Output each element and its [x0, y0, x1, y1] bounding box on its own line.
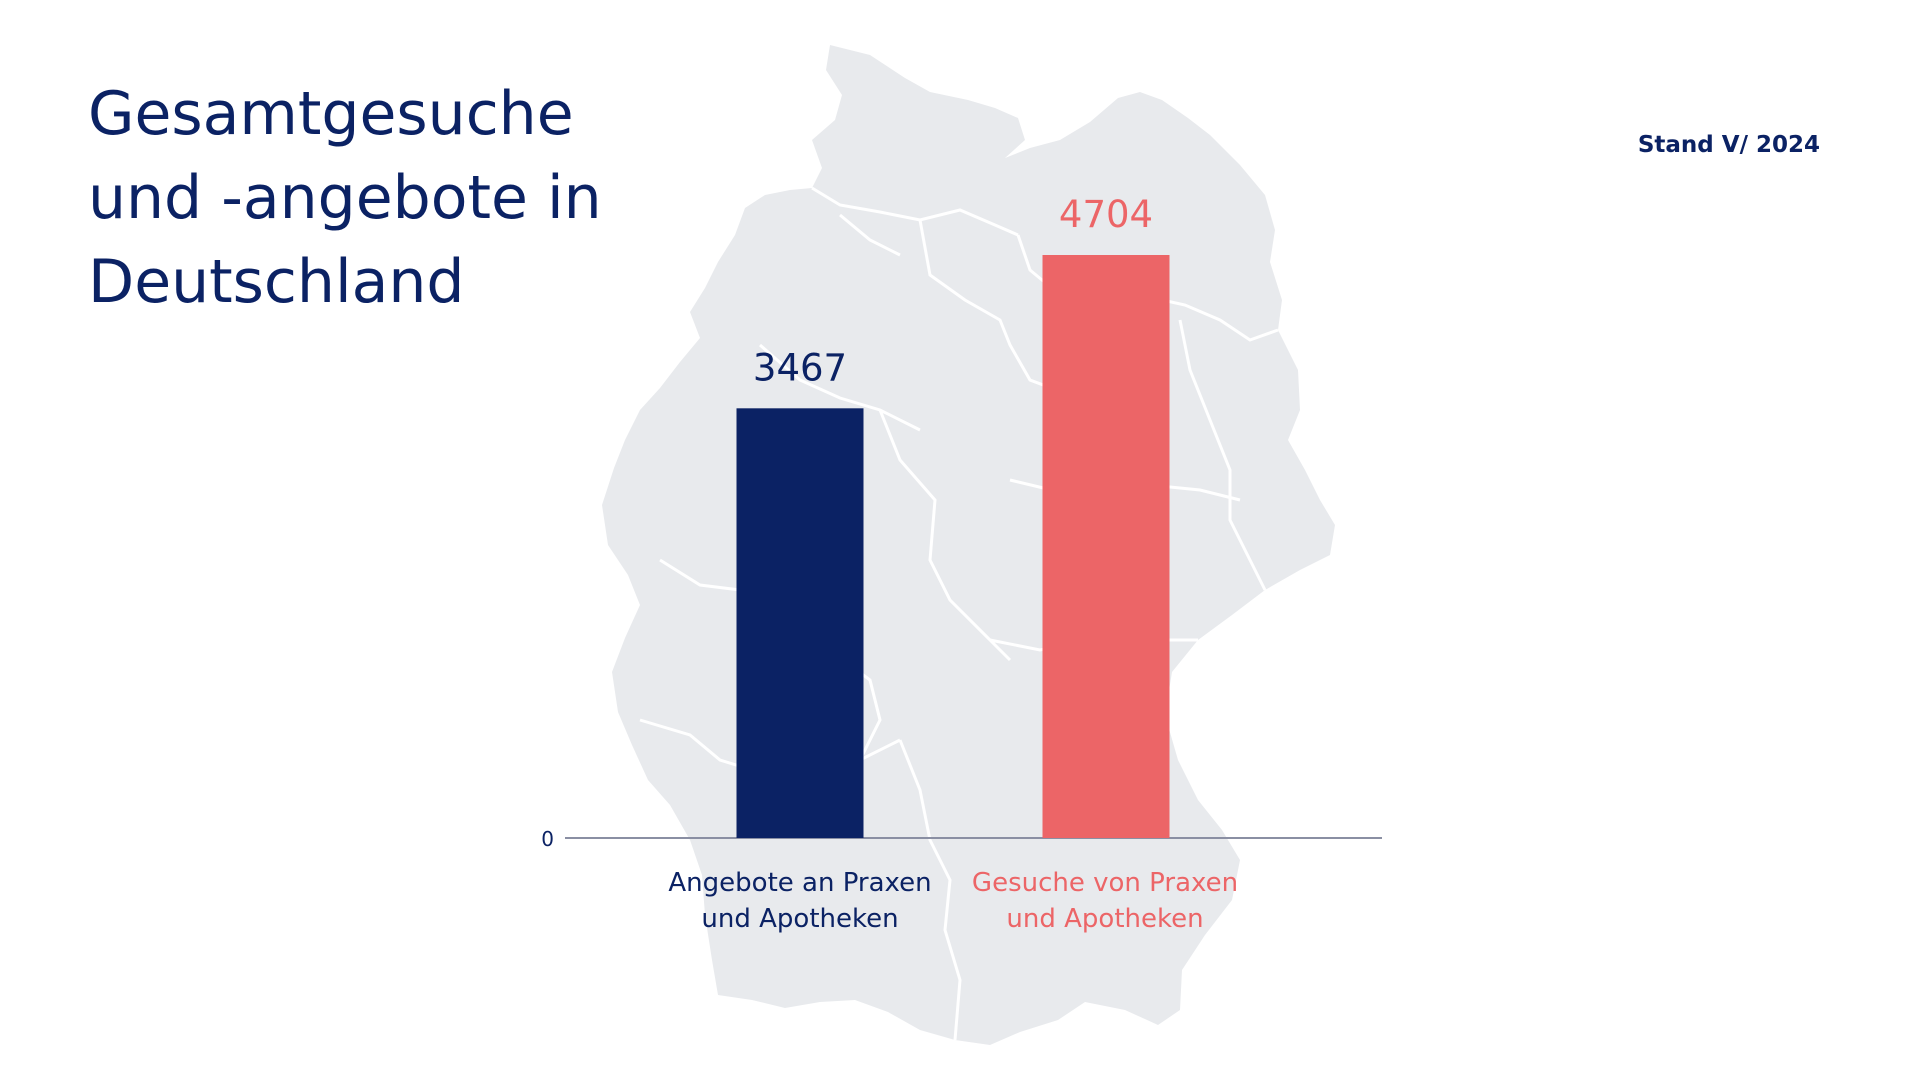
- category-label-gesuche: Gesuche von Praxen und Apotheken: [945, 865, 1265, 937]
- category-label-line: Gesuche von Praxen: [971, 868, 1239, 898]
- bar-angebote: [736, 408, 864, 838]
- category-label-line: und Apotheken: [701, 904, 899, 934]
- title-line-3: Deutschland: [88, 247, 465, 317]
- title-line-1: Gesamtgesuche: [88, 79, 574, 149]
- title-line-2: und -angebote in: [88, 163, 602, 233]
- stand-date: Stand V/ 2024: [1637, 132, 1820, 158]
- page-title: Gesamtgesuche und -angebote in Deutschla…: [88, 72, 648, 324]
- value-label-angebote: 3467: [753, 346, 847, 389]
- y-tick-label-0: 0: [541, 827, 554, 851]
- category-label-line: und Apotheken: [1006, 904, 1204, 934]
- category-label-angebote: Angebote an Praxen und Apotheken: [640, 865, 960, 937]
- bar-gesuche: [1042, 255, 1170, 838]
- category-label-line: Angebote an Praxen: [668, 868, 932, 898]
- value-label-gesuche: 4704: [1059, 193, 1153, 236]
